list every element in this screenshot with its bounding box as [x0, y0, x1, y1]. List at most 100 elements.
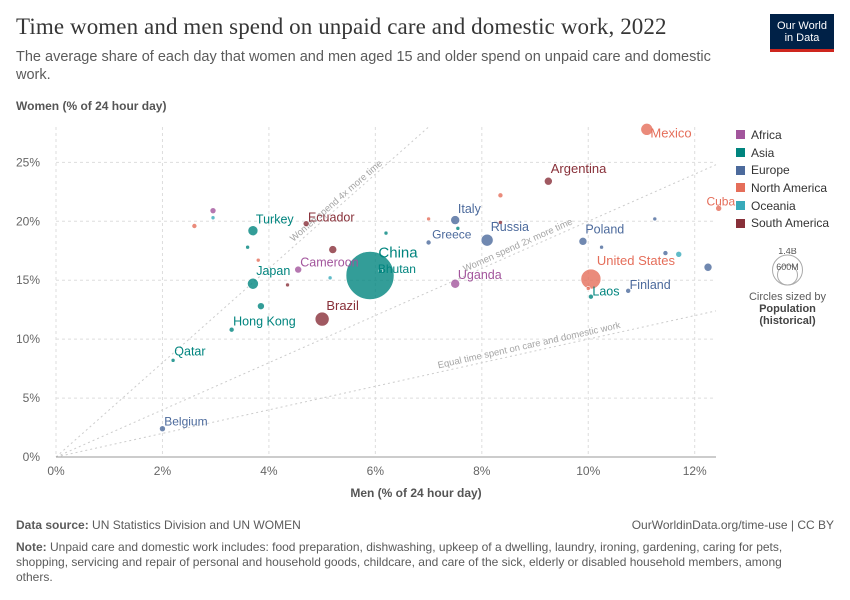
data-point[interactable] [302, 220, 310, 227]
point-label: Bhutan [378, 262, 416, 276]
note-text: Unpaid care and domestic work includes: … [16, 540, 783, 584]
data-point[interactable] [640, 123, 654, 136]
data-point[interactable] [450, 215, 460, 225]
point-label: Argentina [551, 161, 607, 176]
data-point[interactable] [170, 358, 176, 363]
data-point[interactable] [257, 302, 265, 310]
data-point[interactable] [255, 257, 261, 263]
data-point[interactable] [247, 277, 259, 290]
x-tick-label: 2% [154, 464, 172, 478]
data-point[interactable] [378, 268, 383, 274]
data-point[interactable] [247, 225, 259, 237]
data-point[interactable] [588, 293, 594, 300]
legend-swatch [736, 218, 745, 228]
point-label: Qatar [174, 344, 205, 358]
data-point[interactable] [210, 215, 216, 221]
data-point[interactable] [625, 288, 631, 294]
data-point[interactable] [383, 230, 389, 236]
data-point[interactable] [328, 245, 338, 254]
data-point[interactable] [425, 239, 432, 246]
data-point[interactable] [585, 286, 591, 291]
data-point[interactable] [544, 176, 553, 186]
data-point[interactable] [450, 278, 460, 289]
point-label: Turkey [256, 213, 294, 227]
y-tick-label: 15% [16, 273, 40, 287]
legend-item[interactable]: Oceania [736, 197, 829, 215]
data-point[interactable] [497, 192, 504, 199]
point-label: Hong Kong [233, 315, 296, 329]
data-point[interactable] [285, 282, 290, 288]
reference-line [55, 164, 717, 458]
source-url[interactable]: OurWorldinData.org/time-use | CC BY [631, 518, 834, 532]
point-label: China [378, 245, 418, 262]
y-axis-label: Women (% of 24 hour day) [16, 99, 166, 113]
size-legend-variable: Population (historical) [759, 303, 816, 327]
data-point[interactable] [245, 244, 250, 250]
legend-label: Africa [751, 127, 782, 142]
data-point[interactable] [599, 244, 604, 250]
y-tick-label: 25% [16, 155, 40, 169]
reference-line [55, 310, 717, 458]
note: Note: Unpaid care and domestic work incl… [16, 540, 816, 585]
data-point[interactable] [345, 251, 395, 300]
legend-item[interactable]: North America [736, 179, 829, 197]
data-point[interactable] [580, 268, 602, 290]
legend-item[interactable]: Asia [736, 144, 829, 162]
size-legend-small-circle [777, 264, 798, 286]
x-tick-label: 12% [683, 464, 707, 478]
point-label: Brazil [326, 298, 359, 313]
logo-line-1: Our World [777, 19, 827, 32]
data-point[interactable] [294, 265, 302, 274]
data-point[interactable] [715, 205, 722, 212]
legend-item[interactable]: Africa [736, 126, 829, 144]
y-tick-label: 0% [23, 450, 41, 464]
data-point[interactable] [480, 233, 494, 247]
legend-swatch [736, 201, 745, 211]
data-point[interactable] [675, 250, 683, 258]
point-label: Laos [592, 285, 619, 299]
data-point[interactable] [662, 250, 669, 256]
legend-label: Oceania [751, 198, 796, 213]
data-point[interactable] [228, 326, 235, 333]
legend-label: North America [751, 180, 828, 195]
data-source: Data source: UN Statistics Division and … [16, 518, 301, 532]
data-point[interactable] [498, 220, 503, 225]
point-label: Ecuador [308, 211, 355, 225]
point-label: Mexico [650, 125, 691, 140]
reference-line-label: Equal time spent on care and domestic wo… [437, 320, 622, 371]
y-tick-label: 20% [16, 214, 40, 228]
point-label: Japan [256, 264, 290, 278]
point-label: Italy [458, 202, 482, 216]
x-tick-label: 10% [576, 464, 600, 478]
data-point[interactable] [426, 216, 431, 222]
legend-item[interactable]: South America [736, 214, 829, 232]
data-point[interactable] [159, 425, 166, 433]
point-labels: Mexico Argentina Cuba Italy Russia Greece Turk… [164, 125, 735, 428]
source-label: Data source: [16, 518, 89, 532]
legend-swatch [736, 148, 745, 158]
chart-subtitle: The average share of each day that women… [16, 49, 711, 83]
point-label: Cuba [706, 194, 735, 208]
point-label: Cameroon [300, 256, 358, 270]
legend-label: Asia [751, 145, 775, 160]
data-point[interactable] [455, 226, 461, 231]
point-label: Uganda [458, 268, 502, 282]
data-point[interactable] [209, 207, 217, 214]
data-point[interactable] [652, 216, 658, 222]
data-point[interactable] [314, 311, 330, 327]
data-point[interactable] [703, 262, 713, 272]
size-legend-big-label: 1.4B [778, 248, 797, 256]
x-tick-label: 0% [47, 464, 65, 478]
legend-item[interactable]: Europe [736, 161, 829, 179]
data-point[interactable] [578, 237, 588, 246]
point-label: Belgium [164, 415, 207, 429]
chart-title: Time women and men spend on unpaid care … [16, 14, 667, 39]
data-point[interactable] [191, 223, 198, 229]
legend-label: South America [751, 216, 830, 231]
x-tick-label: 8% [473, 464, 491, 478]
legend-label: Europe [751, 163, 790, 178]
source-text: UN Statistics Division and UN WOMEN [92, 518, 301, 532]
data-points [159, 123, 722, 433]
data-point[interactable] [327, 275, 333, 281]
owid-logo[interactable]: Our World in Data [770, 14, 834, 52]
